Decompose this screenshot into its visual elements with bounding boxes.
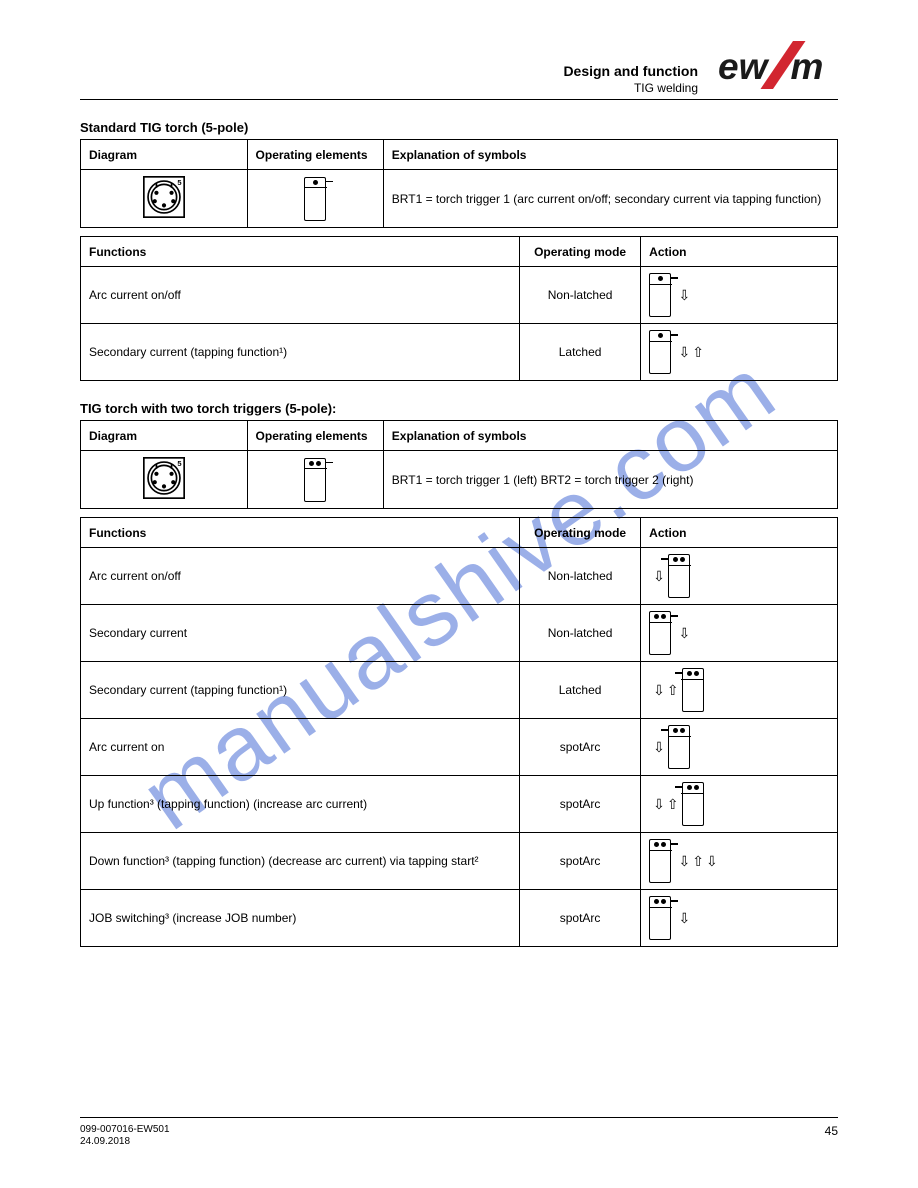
s1t2-h2: Operating mode [520, 237, 641, 267]
s2t2-r3c2 [641, 719, 838, 776]
s2t2-h3: Action [641, 518, 838, 548]
s2t2-r3c1: spotArc [520, 719, 641, 776]
s2t2-r1c1: Non-latched [520, 605, 641, 662]
s1t2-h3: Action [641, 237, 838, 267]
s2t2-r4c0: Up function³ (tapping function) (increas… [81, 776, 520, 833]
s2t2-r0c2 [641, 548, 838, 605]
table-row: Down function³ (tapping function) (decre… [81, 833, 838, 890]
footer-date: 24.09.2018 [80, 1136, 170, 1148]
connector-icon-1: 5 [81, 170, 248, 228]
s2t2-r3c0: Arc current on [81, 719, 520, 776]
arrow-up-icon [692, 344, 704, 361]
s2t2-r2c2 [641, 662, 838, 719]
section2-title: TIG torch with two torch triggers (5-pol… [80, 401, 838, 416]
svg-text:m: m [791, 46, 824, 87]
arrow-up-icon [667, 682, 679, 699]
header-title: Design and function [80, 63, 698, 79]
table-row: Arc current on/off Non-latched [81, 548, 838, 605]
svg-text:5: 5 [177, 459, 181, 468]
arrow-up-icon [667, 796, 679, 813]
s1t2-r0c2 [641, 267, 838, 324]
arrow-down-icon [653, 682, 665, 699]
s1t1-desc: BRT1 = torch trigger 1 (arc current on/o… [383, 170, 837, 228]
s1t2-h1: Functions [81, 237, 520, 267]
s1t1-h3: Explanation of symbols [383, 140, 837, 170]
arrow-up-icon [692, 853, 704, 870]
svg-text:5: 5 [177, 178, 181, 187]
section1-table1: Diagram Operating elements Explanation o… [80, 139, 838, 228]
section2-table2: Functions Operating mode Action Arc curr… [80, 517, 838, 947]
footer-doc-id: 099-007016-EW501 [80, 1124, 170, 1136]
s2t2-h2: Operating mode [520, 518, 641, 548]
s2t2-r4c2 [641, 776, 838, 833]
table-row: JOB switching³ (increase JOB number) spo… [81, 890, 838, 947]
s2t1-desc: BRT1 = torch trigger 1 (left) BRT2 = tor… [383, 451, 837, 509]
s2t2-r6c0: JOB switching³ (increase JOB number) [81, 890, 520, 947]
arrow-down-icon [679, 344, 691, 361]
s2t1-h1: Diagram [81, 421, 248, 451]
table-row: Arc current on/off Non-latched [81, 267, 838, 324]
arrow-down-icon [653, 796, 665, 813]
s2t2-r1c2 [641, 605, 838, 662]
s2t2-r2c0: Secondary current (tapping function¹) [81, 662, 520, 719]
s2t2-r6c1: spotArc [520, 890, 641, 947]
connector-icon-2: 5 [81, 451, 248, 509]
page-footer: 099-007016-EW501 24.09.2018 45 [80, 1117, 838, 1148]
table-row: Secondary current (tapping function¹) La… [81, 324, 838, 381]
section1-table2: Functions Operating mode Action Arc curr… [80, 236, 838, 381]
table-row: Arc current on spotArc [81, 719, 838, 776]
torch-icon-1 [247, 170, 383, 228]
s1t1-h2: Operating elements [247, 140, 383, 170]
footer-page-number: 45 [825, 1124, 838, 1148]
table-row: Up function³ (tapping function) (increas… [81, 776, 838, 833]
s2t2-r6c2 [641, 890, 838, 947]
s2t2-r0c0: Arc current on/off [81, 548, 520, 605]
arrow-down-icon [706, 853, 718, 870]
table-row: Secondary current (tapping function¹) La… [81, 662, 838, 719]
s1t1-h1: Diagram [81, 140, 248, 170]
s2t2-r5c2 [641, 833, 838, 890]
s1t2-r0c1: Non-latched [520, 267, 641, 324]
s2t2-r5c1: spotArc [520, 833, 641, 890]
arrow-down-icon [653, 739, 665, 756]
arrow-down-icon [679, 853, 691, 870]
arrow-down-icon [653, 568, 665, 585]
s2t2-r4c1: spotArc [520, 776, 641, 833]
arrow-down-icon [679, 287, 691, 304]
svg-text:ew: ew [718, 46, 770, 87]
s1t2-r0c0: Arc current on/off [81, 267, 520, 324]
section2-table1: Diagram Operating elements Explanation o… [80, 420, 838, 509]
s2t2-r2c1: Latched [520, 662, 641, 719]
s2t2-h1: Functions [81, 518, 520, 548]
torch-icon-2 [247, 451, 383, 509]
s2t1-h2: Operating elements [247, 421, 383, 451]
header-subtitle: TIG welding [80, 81, 698, 95]
ewm-logo: ew m [718, 40, 838, 95]
arrow-down-icon [679, 625, 691, 642]
table-row: Secondary current Non-latched [81, 605, 838, 662]
section1-title: Standard TIG torch (5-pole) [80, 120, 838, 135]
s2t2-r0c1: Non-latched [520, 548, 641, 605]
arrow-down-icon [679, 910, 691, 927]
s1t2-r1c2 [641, 324, 838, 381]
s2t1-h3: Explanation of symbols [383, 421, 837, 451]
s2t2-r1c0: Secondary current [81, 605, 520, 662]
page-header: Design and function TIG welding ew m [80, 40, 838, 100]
s1t2-r1c0: Secondary current (tapping function¹) [81, 324, 520, 381]
s1t2-r1c1: Latched [520, 324, 641, 381]
s2t2-r5c0: Down function³ (tapping function) (decre… [81, 833, 520, 890]
